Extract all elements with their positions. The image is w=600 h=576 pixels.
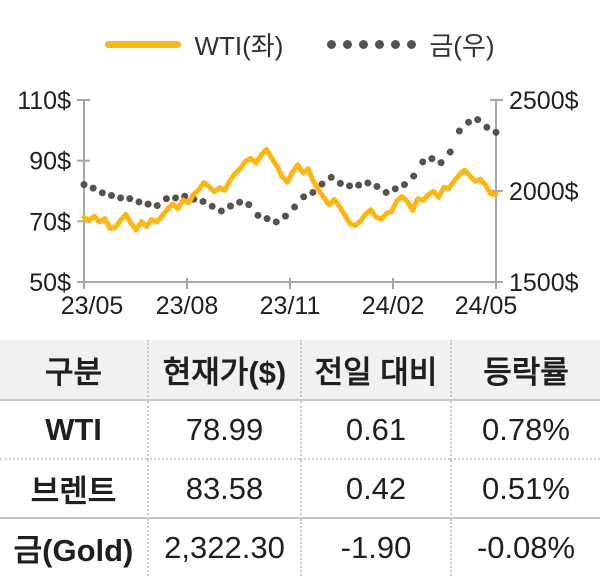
table-row-brent-change-pct: 0.51% [450,460,600,519]
x-axis-ticks: 23/05 23/08 23/11 24/02 24/05 [61,278,518,320]
table-row-wti-change: 0.61 [300,401,450,460]
legend-dot-icon [391,40,401,49]
table-row-gold-name: 금(Gold) [13,533,134,568]
right-axis-label: 2500$ [509,87,579,115]
legend-dot-icon [375,40,385,49]
left-axis-ticks: 110$ 90$ 70$ 50$ [17,87,90,297]
price-table: 구분 현재가($) 전일 대비 등락률 WTI 78.99 0.61 0.78%… [0,340,600,576]
chart-legend: WTI(좌) 금(우) [0,26,600,63]
right-axis-ticks: 2500$ 2000$ 1500$ [490,87,579,297]
table-row-brent-price: 83.58 [147,460,300,519]
legend-dot-icon [407,40,417,49]
legend-item-gold: 금(우) [327,26,495,63]
wti-legend-label: WTI(좌) [194,31,284,61]
left-axis-label: 70$ [29,208,71,236]
legend-dot-icon [359,40,369,49]
x-axis-label: 23/08 [156,292,219,320]
gold-legend-label: 금(우) [429,31,495,61]
x-axis-label: 24/02 [362,292,425,320]
x-axis-label: 23/05 [61,292,124,320]
table-header-category: 구분 [0,340,147,401]
table-row-wti-name: WTI [0,401,147,460]
wti-line-series [81,146,499,233]
left-axis-label: 90$ [29,148,71,176]
left-axis-label: 110$ [17,87,71,115]
legend-dot-icon [327,40,337,49]
x-axis-label: 24/05 [455,292,518,320]
table-row-gold-change: -1.90 [300,519,450,576]
table-row-wti-change-pct: 0.78% [450,401,600,460]
table-row-gold-price: 2,322.30 [147,519,300,576]
table-row-brent-change: 0.42 [300,460,450,519]
table-header-price: 현재가($) [147,340,300,401]
right-axis-label: 2000$ [509,178,579,206]
table-row-wti-price: 78.99 [147,401,300,460]
table-row-gold-change-pct: -0.08% [450,519,600,576]
x-axis-label: 23/11 [260,292,321,320]
gold-dot-series [80,116,500,226]
table-header-change-pct: 등락률 [450,340,600,401]
table-row-brent-name: 브렌트 [0,460,147,519]
price-line-chart: 110$90$70$50$2500$2000$1500$23/05 23/08 23… [17,87,579,320]
wti-line-swatch-icon [105,41,182,48]
legend-item-wti: WTI(좌) [105,26,283,63]
right-axis-label: 1500$ [509,269,579,297]
left-axis-label: 50$ [29,269,71,297]
legend-dot-icon [343,40,353,49]
gold-dots-swatch-icon [327,40,417,49]
table-header-change: 전일 대비 [300,340,450,401]
